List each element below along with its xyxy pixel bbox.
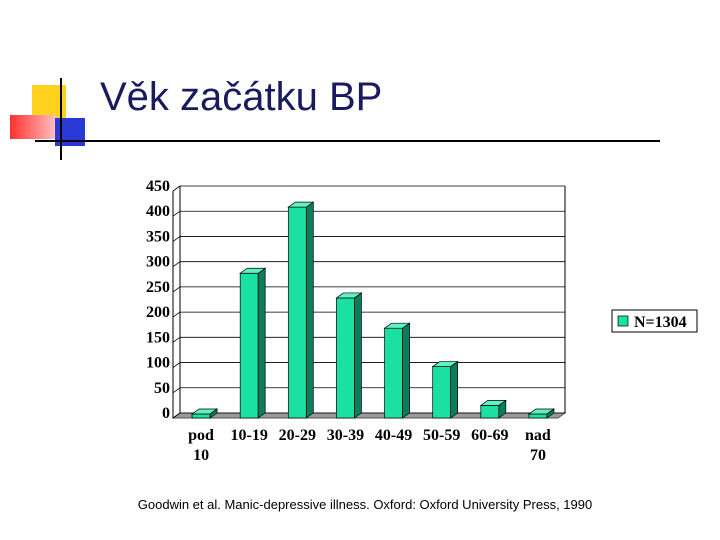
bar [479,399,507,419]
bar-side [450,360,459,419]
y-tick-label: 150 [146,329,170,346]
bar-side [402,322,410,419]
x-tick-label: 50-59 [423,427,461,444]
bar-top [479,400,507,406]
grid-line-side [172,412,181,419]
bar-front [384,327,403,419]
bar [383,322,411,419]
legend-swatch [617,315,629,327]
grid-line-side [172,236,181,242]
bar [431,360,459,419]
bar-front [528,413,548,419]
floor [171,412,567,419]
bar-top [527,408,556,415]
bar [190,408,219,419]
grid-line-side [172,286,181,293]
x-tick-label: 40-49 [374,427,413,444]
y-tick-label: 250 [146,279,170,296]
bar-top [190,408,219,415]
bar-top [335,292,363,299]
bar-top [431,361,459,367]
x-tick-label: pod 10 [188,427,214,464]
bar [335,292,363,419]
x-tick-label: 20-29 [278,427,316,444]
bar-front [191,413,211,419]
x-tick-label: 60-69 [471,427,509,444]
y-tick-label: 450 [146,178,170,195]
y-tick-label: 100 [146,355,170,372]
bar-side [257,267,266,419]
grid-line-side [172,261,181,267]
bar [527,408,556,419]
y-tick-label: 400 [146,203,170,220]
bar-top [239,267,267,274]
grid-line-side [172,311,181,318]
legend-label: N=1304 [634,314,687,331]
x-tick-label: nad 70 [525,427,551,464]
bar-front [287,206,307,419]
bar-front [432,366,452,419]
bar [287,201,315,419]
source-caption: Goodwin et al. Manic-depressive illness.… [138,497,592,512]
x-tick-label: 10-19 [230,427,268,444]
y-tick-label: 300 [146,254,170,271]
bar-front [480,405,500,419]
bar-front [336,297,355,419]
y-tick-label: 50 [154,380,170,397]
grid-line-side [172,387,181,394]
grid-line-side [172,362,181,368]
bar-front [239,272,259,419]
bar-side [305,201,314,419]
logo-square [10,115,56,139]
bar-top [383,322,411,329]
y-tick-label: 200 [146,304,170,321]
y-tick-label: 0 [162,405,170,422]
x-tick-label: 30-39 [326,427,365,444]
grid-line-side [172,185,181,192]
bar-top [287,201,315,208]
bar [239,267,267,419]
grid-line-side [172,337,181,343]
grid-line-side [172,210,181,217]
y-tick-label: 350 [146,228,170,245]
slide-title: Věk začátku BP [100,75,382,119]
legend-box [611,309,698,333]
bar-side [354,292,362,419]
